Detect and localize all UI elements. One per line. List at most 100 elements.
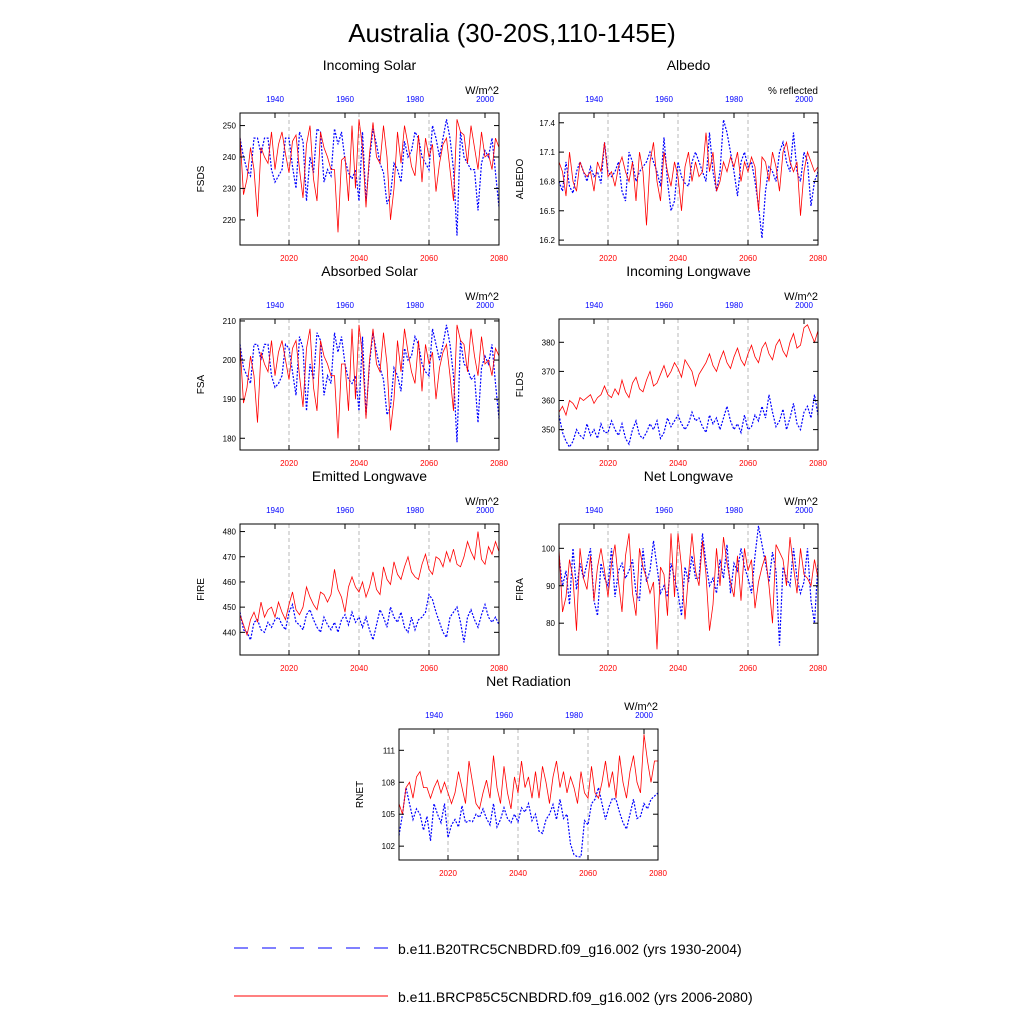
y-tick-label: 460: [223, 578, 237, 587]
y-tick-label: 111: [383, 746, 396, 755]
x-tick-label-bottom: 2040: [350, 664, 368, 673]
x-tick-label-bottom: 2020: [599, 664, 617, 673]
x-tick-label-bottom: 2080: [490, 254, 508, 263]
x-tick-label-bottom: 2060: [579, 869, 597, 878]
legend-item-future: b.e11.BRCP85C5CNBDRD.f09_g16.002 (yrs 20…: [234, 989, 753, 1005]
x-tick-label-top: 1960: [495, 711, 513, 720]
y-tick-label: 250: [223, 122, 237, 131]
x-tick-label-bottom: 2020: [280, 459, 298, 468]
series-line-future: [239, 324, 500, 439]
x-tick-label-top: 1980: [565, 711, 583, 720]
x-tick-label-top: 1940: [266, 506, 284, 515]
x-tick-label-top: 1960: [336, 506, 354, 515]
y-tick-label: 350: [542, 426, 556, 435]
x-tick-label-top: 1960: [655, 506, 673, 515]
y-axis-label: FSDS: [196, 165, 207, 192]
series-line-past: [239, 592, 500, 643]
panel-fsa: Absorbed Solar W/m^2 180 190 200 210 FSA 2020 20…: [196, 263, 508, 468]
panel-rnet: Net Radiation W/m^2 102 105 108 111 RNET 2020 20…: [355, 673, 667, 878]
y-tick-label: 370: [542, 367, 556, 376]
y-tick-label: 210: [223, 317, 237, 326]
x-tick-label-top: 2000: [476, 301, 494, 310]
x-tick-label-bottom: 2040: [350, 254, 368, 263]
panel-fsds: Incoming Solar W/m^2 220 230 240 250 FSDS 2020 2…: [196, 57, 508, 263]
series-line-past: [558, 119, 819, 239]
legend-label-past: b.e11.B20TRC5CNBDRD.f09_g16.002 (yrs 193…: [398, 941, 742, 957]
x-tick-label-bottom: 2020: [439, 869, 457, 878]
x-tick-label-top: 2000: [795, 301, 813, 310]
y-tick-label: 480: [223, 528, 237, 537]
panel-fire: Emitted Longwave W/m^2 440 450 460 470 480 FIRE…: [196, 468, 508, 673]
x-tick-label-bottom: 2080: [809, 664, 827, 673]
y-tick-label: 440: [223, 628, 237, 637]
x-tick-label-bottom: 2060: [739, 459, 757, 468]
series-line-future: [558, 132, 819, 226]
series-line-future: [239, 531, 500, 637]
x-tick-label-bottom: 2060: [420, 664, 438, 673]
x-tick-label-top: 1960: [336, 301, 354, 310]
x-tick-label-top: 1940: [266, 301, 284, 310]
y-tick-label: 17.1: [539, 148, 555, 157]
units-label: % reflected: [768, 86, 818, 97]
x-tick-label-top: 1960: [655, 95, 673, 104]
plot-frame: [239, 523, 500, 656]
y-tick-label: 190: [223, 395, 237, 404]
panels: Incoming Solar W/m^2 220 230 240 250 FSDS 2020 2…: [196, 57, 827, 878]
plot-frame: [239, 318, 500, 451]
x-tick-label-bottom: 2060: [739, 254, 757, 263]
units-label: W/m^2: [784, 291, 818, 303]
plot-frame: [558, 523, 819, 656]
figure-title: Australia (30-20S,110-145E): [348, 18, 676, 48]
series-line-past: [398, 785, 659, 858]
y-tick-label: 90: [546, 582, 555, 591]
plot-frame: [558, 318, 819, 451]
y-tick-label: 16.5: [539, 207, 555, 216]
y-axis-label: ALBEDO: [515, 158, 526, 199]
x-tick-label-top: 1980: [725, 301, 743, 310]
x-tick-label-top: 2000: [476, 95, 494, 104]
y-axis-label: FIRA: [515, 578, 526, 601]
x-tick-label-top: 1980: [725, 95, 743, 104]
y-tick-label: 105: [382, 810, 396, 819]
plot-frame: [239, 112, 500, 246]
x-tick-label-bottom: 2040: [669, 459, 687, 468]
legend: b.e11.B20TRC5CNBDRD.f09_g16.002 (yrs 193…: [234, 941, 753, 1005]
x-tick-label-bottom: 2060: [420, 254, 438, 263]
series-line-future: [558, 533, 819, 650]
x-tick-label-bottom: 2080: [490, 664, 508, 673]
units-label: W/m^2: [465, 291, 499, 303]
series-line-future: [558, 324, 819, 417]
series-line-past: [558, 525, 819, 646]
y-axis-label: FLDS: [515, 371, 526, 397]
panel-title: Albedo: [667, 57, 711, 73]
y-tick-label: 80: [546, 619, 555, 628]
panel-albedo: Albedo % reflected 16.2 16.5 16.8 17.1 17.4 ALB…: [515, 57, 827, 263]
series-line-past: [239, 119, 500, 236]
x-tick-label-top: 1980: [406, 95, 424, 104]
x-tick-label-top: 1940: [585, 506, 603, 515]
series-line-future: [398, 734, 658, 815]
series-line-past: [558, 394, 819, 449]
x-tick-label-top: 1940: [585, 95, 603, 104]
panel-flds: Incoming Longwave W/m^2 350 360 370 380 FLDS 20…: [515, 263, 827, 468]
units-label: W/m^2: [624, 701, 658, 713]
x-tick-label-bottom: 2060: [420, 459, 438, 468]
panel-fira: Net Longwave W/m^2 80 90 100 FIRA 2020 2040 2060…: [515, 468, 827, 673]
legend-label-future: b.e11.BRCP85C5CNBDRD.f09_g16.002 (yrs 20…: [398, 989, 753, 1005]
y-axis-label: FSA: [196, 374, 207, 394]
y-axis-label: RNET: [355, 781, 366, 808]
x-tick-label-bottom: 2020: [599, 459, 617, 468]
panel-title: Net Radiation: [486, 673, 571, 689]
y-tick-label: 17.4: [539, 119, 555, 128]
y-tick-label: 200: [223, 356, 237, 365]
x-tick-label-bottom: 2040: [509, 869, 527, 878]
x-tick-label-bottom: 2040: [669, 254, 687, 263]
x-tick-label-bottom: 2080: [809, 459, 827, 468]
x-tick-label-top: 1980: [725, 506, 743, 515]
panel-title: Emitted Longwave: [312, 468, 427, 484]
plot-frame: [398, 728, 659, 861]
x-tick-label-top: 1940: [266, 95, 284, 104]
series-line-past: [239, 324, 500, 443]
y-tick-label: 450: [223, 603, 237, 612]
